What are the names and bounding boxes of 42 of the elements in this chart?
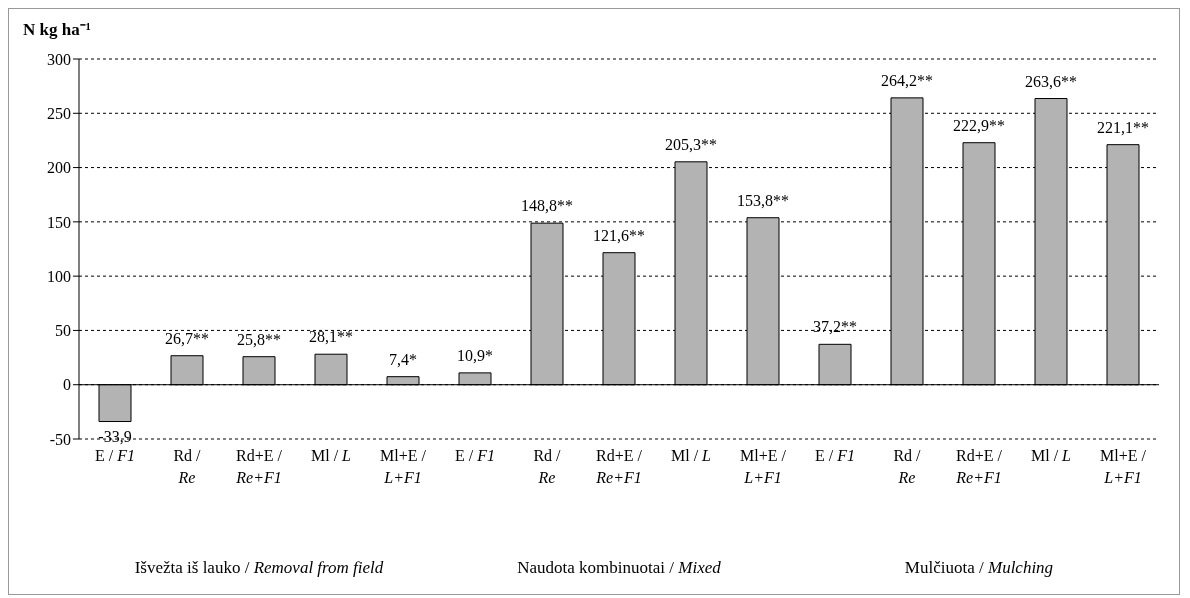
data-label: -33,9: [98, 427, 132, 445]
x-tick-label: Rd+E / Re+F1: [955, 447, 1003, 486]
x-tick-label: E / F1: [455, 447, 495, 464]
y-tick-label: 50: [55, 322, 71, 340]
y-tick-label: 250: [47, 104, 71, 122]
text: Naudota kombinuotai / Mixed: [516, 558, 722, 578]
x-tick-label: Ml / L: [1030, 447, 1072, 464]
y-tick-label: 100: [47, 267, 71, 285]
y-tick-label: 200: [47, 159, 71, 177]
x-tick-label: Ml / L: [670, 447, 712, 464]
data-label: 10,9*: [457, 346, 493, 364]
x-tick-label: Rd / Re: [533, 447, 562, 486]
y-tick-label: -50: [49, 430, 71, 448]
text: Mulčiuota / Mulching: [903, 558, 1055, 578]
x-tick-label: Ml+E / L+F1: [380, 447, 427, 486]
data-label: 222,9**: [953, 116, 1005, 134]
data-label: 205,3**: [665, 135, 717, 153]
y-tick-label: 0: [63, 376, 71, 394]
y-axis-title: N kg ha⁻¹: [23, 19, 91, 40]
x-tick-label: Rd / Re: [893, 447, 922, 486]
data-label: 153,8**: [737, 191, 789, 209]
data-label: 263,6**: [1025, 72, 1077, 90]
x-tick-label: Ml+E / L+F1: [1100, 447, 1147, 486]
data-label: 37,2**: [813, 318, 857, 336]
y-tick-label: 300: [47, 50, 71, 68]
x-tick-label: E / F1: [815, 447, 855, 464]
data-label: 28,1**: [309, 328, 353, 346]
x-tick-label: Rd / Re: [173, 447, 202, 486]
data-label: 148,8**: [521, 197, 573, 215]
data-label: 26,7**: [165, 329, 209, 347]
data-label: 25,8**: [237, 330, 281, 348]
x-tick-label: Ml+E / L+F1: [740, 447, 787, 486]
x-tick-label: Rd+E / Re+F1: [235, 447, 283, 486]
x-tick-label: Ml / L: [310, 447, 352, 464]
data-label: 121,6**: [593, 226, 645, 244]
data-label: 264,2**: [881, 71, 933, 89]
x-tick-label: Rd+E / Re+F1: [595, 447, 643, 486]
data-label: 7,4*: [389, 350, 417, 368]
y-tick-label: 150: [47, 213, 71, 231]
text: Išvežta iš lauko / Removal from field: [133, 558, 385, 578]
data-label: 221,1**: [1097, 118, 1149, 136]
x-tick-label: E / F1: [95, 447, 135, 464]
